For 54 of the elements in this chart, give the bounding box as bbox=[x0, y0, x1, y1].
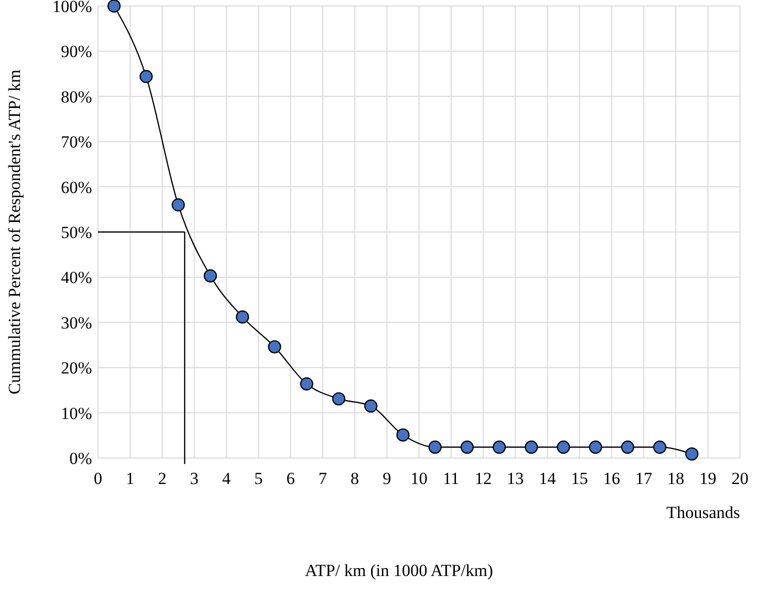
point bbox=[556, 440, 570, 454]
x-axis-title: ATP/ km (in 1000 ATP/km) bbox=[305, 561, 493, 580]
point bbox=[268, 340, 282, 354]
x-tick-label: 15 bbox=[571, 469, 588, 488]
point bbox=[107, 0, 121, 13]
y-tick-label: 90% bbox=[60, 42, 92, 62]
x-tick-label: 1 bbox=[126, 469, 134, 488]
x-tick-label: 12 bbox=[474, 469, 492, 488]
text: Thousands bbox=[666, 503, 740, 522]
x-tick-label: 0 bbox=[94, 469, 102, 488]
point bbox=[172, 198, 185, 212]
point bbox=[685, 447, 698, 461]
point bbox=[621, 440, 634, 454]
y-tick-label: 30% bbox=[60, 313, 92, 332]
x-tick-label: 8 bbox=[350, 469, 360, 488]
y-tick-label: 50% bbox=[60, 223, 92, 242]
y-tick-label: 70% bbox=[60, 132, 92, 152]
y-tick-label: 80% bbox=[60, 87, 92, 106]
x-tick-label: 10 bbox=[410, 469, 428, 488]
y-axis-title: Cummulative Percent of Respondent's ATP/ km bbox=[5, 70, 24, 394]
x-tick-label: 3 bbox=[190, 469, 199, 488]
point bbox=[140, 70, 153, 84]
x-tick-label: 9 bbox=[382, 469, 392, 488]
point bbox=[236, 310, 250, 324]
x-tick-label: 17 bbox=[635, 469, 653, 488]
point bbox=[332, 392, 346, 406]
x-tick-label: 14 bbox=[538, 469, 556, 488]
point bbox=[396, 428, 410, 442]
y-tick-label: 100% bbox=[52, 0, 92, 16]
point bbox=[653, 440, 666, 454]
y-tick-label: 60% bbox=[60, 178, 92, 197]
x-tick-label: 16 bbox=[603, 469, 620, 488]
x-tick-label: 11 bbox=[442, 469, 460, 488]
x-tick-label: 2 bbox=[158, 469, 166, 488]
y-tick-label: 0% bbox=[69, 449, 92, 468]
x-tick-label: 20 bbox=[732, 469, 748, 488]
x-tick-label: 19 bbox=[699, 469, 716, 488]
x-tick-label: 6 bbox=[286, 469, 295, 488]
x-tick-label: 5 bbox=[254, 469, 263, 488]
point bbox=[428, 440, 442, 454]
y-tick-label: 20% bbox=[60, 358, 92, 378]
point bbox=[364, 399, 378, 413]
point bbox=[588, 440, 602, 454]
x-tick-label: 4 bbox=[222, 469, 232, 488]
point bbox=[204, 269, 217, 282]
x-tick-label: 7 bbox=[318, 469, 328, 488]
point bbox=[460, 440, 474, 454]
y-tick-label: 40% bbox=[60, 268, 92, 288]
y-tick-label: 10% bbox=[60, 404, 92, 423]
point bbox=[524, 440, 538, 454]
x-tick-label: 13 bbox=[506, 469, 524, 488]
point bbox=[492, 440, 506, 454]
x-tick-label: 18 bbox=[667, 469, 684, 488]
point bbox=[300, 377, 314, 390]
